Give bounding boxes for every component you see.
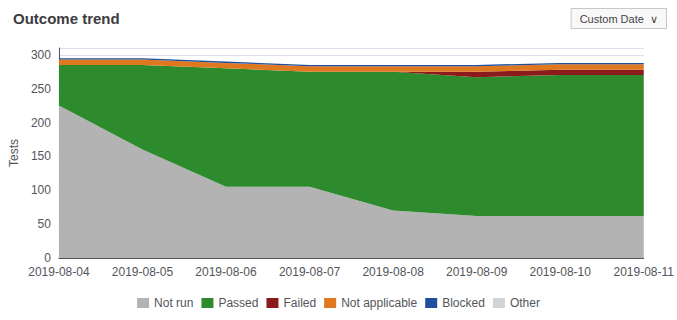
svg-text:2019-08-08: 2019-08-08 — [362, 265, 424, 279]
svg-text:Blocked: Blocked — [442, 296, 485, 310]
svg-text:Passed: Passed — [218, 296, 258, 310]
svg-text:Not run: Not run — [154, 296, 193, 310]
svg-text:2019-08-07: 2019-08-07 — [279, 265, 341, 279]
svg-text:100: 100 — [31, 183, 51, 197]
svg-text:50: 50 — [38, 217, 52, 231]
svg-text:Outcome trend: Outcome trend — [13, 10, 120, 27]
svg-text:200: 200 — [31, 116, 51, 130]
svg-text:Other: Other — [510, 296, 540, 310]
svg-text:2019-08-06: 2019-08-06 — [195, 265, 257, 279]
svg-text:2019-08-04: 2019-08-04 — [28, 265, 90, 279]
svg-text:Tests: Tests — [7, 139, 21, 167]
svg-text:Not applicable: Not applicable — [341, 296, 417, 310]
svg-text:2019-08-10: 2019-08-10 — [530, 265, 592, 279]
svg-text:250: 250 — [31, 82, 51, 96]
svg-text:150: 150 — [31, 149, 51, 163]
svg-text:2019-08-05: 2019-08-05 — [112, 265, 174, 279]
svg-text:Custom Date ∨: Custom Date ∨ — [580, 13, 658, 25]
svg-text:Failed: Failed — [283, 296, 316, 310]
svg-text:300: 300 — [31, 48, 51, 62]
svg-text:0: 0 — [44, 251, 51, 265]
svg-text:2019-08-09: 2019-08-09 — [446, 265, 508, 279]
svg-text:2019-08-11: 2019-08-11 — [614, 265, 675, 279]
